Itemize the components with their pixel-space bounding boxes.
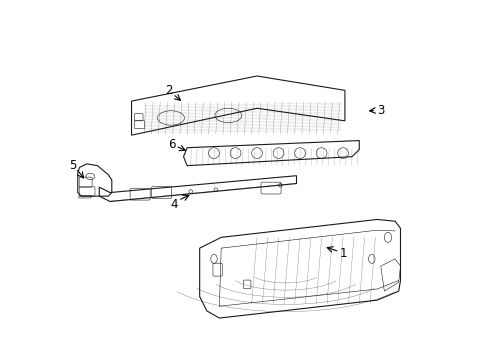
Text: 3: 3 — [376, 104, 384, 117]
Text: 5: 5 — [69, 159, 77, 172]
Text: 4: 4 — [170, 198, 178, 211]
Text: 6: 6 — [167, 138, 175, 150]
Text: 1: 1 — [339, 247, 346, 260]
Text: 2: 2 — [165, 84, 173, 97]
